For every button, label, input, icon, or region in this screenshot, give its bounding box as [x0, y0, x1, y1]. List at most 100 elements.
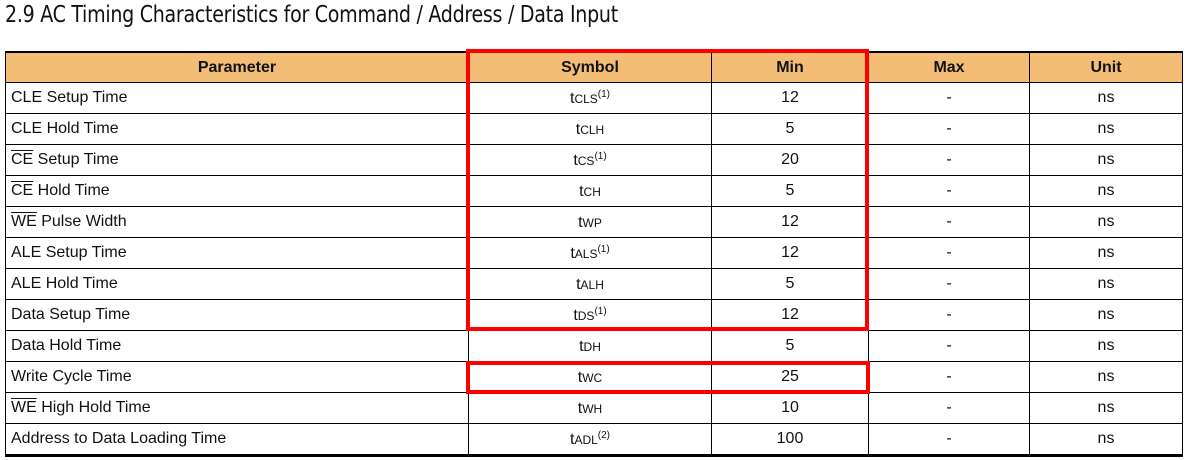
- highlight-box-write-cycle: [466, 361, 870, 394]
- unit-cell: ns: [1029, 206, 1183, 238]
- footnote-ref: (1): [594, 150, 607, 162]
- symbol-base: t: [576, 275, 581, 293]
- parameter-name: Data Setup Time: [11, 306, 131, 323]
- overline-signal: WE: [11, 399, 37, 416]
- symbol-cell: tWH: [468, 392, 712, 424]
- timing-table: Parameter Symbol Min Max Unit CLE Setup …: [5, 51, 1183, 457]
- parameter-cell: ALE Setup Time: [5, 237, 469, 269]
- footnote-ref: (1): [597, 243, 610, 255]
- parameter-cell: Write Cycle Time: [5, 361, 469, 393]
- symbol-subscript: ADL: [574, 432, 598, 447]
- parameter-name: CLE Hold Time: [11, 120, 119, 137]
- symbol-base: t: [578, 213, 583, 231]
- section-title: 2.9 AC Timing Characteristics for Comman…: [5, 2, 618, 28]
- unit-cell: ns: [1029, 175, 1183, 207]
- unit-cell: ns: [1029, 423, 1183, 457]
- table-row: WE High Hold Time tWH 10 - ns: [5, 392, 1183, 424]
- symbol-base: t: [569, 430, 575, 448]
- max-cell: -: [868, 423, 1030, 457]
- unit-cell: ns: [1029, 330, 1183, 362]
- parameter-name: ALE Hold Time: [11, 275, 118, 292]
- header-parameter: Parameter: [5, 51, 469, 83]
- unit-cell: ns: [1029, 361, 1183, 393]
- max-cell: -: [868, 237, 1030, 269]
- symbol-subscript: CLH: [580, 122, 605, 137]
- unit-cell: ns: [1029, 113, 1183, 145]
- parameter-cell: CE Setup Time: [5, 144, 469, 176]
- symbol-base: t: [575, 120, 581, 138]
- min-cell: 10: [711, 392, 869, 424]
- max-cell: -: [868, 175, 1030, 207]
- symbol-subscript: WP: [582, 215, 602, 230]
- max-cell: -: [868, 392, 1030, 424]
- parameter-cell: CLE Hold Time: [5, 113, 469, 145]
- min-cell: 12: [711, 299, 869, 331]
- min-cell: 12: [711, 237, 869, 269]
- unit-cell: ns: [1029, 299, 1183, 331]
- unit-cell: ns: [1029, 268, 1183, 300]
- max-cell: -: [868, 206, 1030, 238]
- parameter-cell: WE High Hold Time: [5, 392, 469, 424]
- max-cell: -: [868, 299, 1030, 331]
- symbol-cell: tDH: [468, 330, 712, 362]
- footnote-ref: (2): [597, 429, 611, 441]
- table-row: CLE Hold Time tCLH 5 - ns: [5, 113, 1183, 145]
- symbol-subscript: DH: [583, 339, 601, 354]
- footnote-ref: (1): [597, 88, 611, 100]
- parameter-cell: CE Hold Time: [5, 175, 469, 207]
- symbol-subscript: CS: [577, 153, 595, 168]
- parameter-name: ALE Setup Time: [11, 244, 127, 261]
- symbol-cell: tCH: [468, 175, 712, 207]
- parameter-name: Address to Data Loading Time: [11, 430, 227, 447]
- max-cell: -: [868, 113, 1030, 145]
- highlight-box-setup-params: [466, 49, 869, 331]
- table-header: Parameter Symbol Min Max Unit: [5, 51, 1183, 83]
- symbol-cell: tALH: [468, 268, 712, 300]
- symbol-base: t: [579, 182, 584, 200]
- symbol-cell: tCLS(1): [468, 82, 712, 114]
- max-cell: -: [868, 82, 1030, 114]
- symbol-subscript: CLS: [574, 91, 598, 106]
- unit-cell: ns: [1029, 237, 1183, 269]
- symbol-cell: tADL(2): [468, 423, 712, 457]
- table-row: Data Setup Time tDS(1) 12 - ns: [5, 299, 1183, 331]
- parameter-name: Hold Time: [33, 182, 110, 199]
- parameter-cell: Address to Data Loading Time: [5, 423, 469, 457]
- parameter-name: Data Hold Time: [11, 337, 122, 354]
- overline-signal: WE: [11, 213, 37, 230]
- parameter-name: CLE Setup Time: [11, 89, 128, 106]
- table-row: ALE Hold Time tALH 5 - ns: [5, 268, 1183, 300]
- max-cell: -: [868, 330, 1030, 362]
- parameter-name: Write Cycle Time: [11, 368, 132, 385]
- header-unit: Unit: [1029, 51, 1183, 83]
- min-cell: 5: [711, 330, 869, 362]
- min-cell: 5: [711, 268, 869, 300]
- parameter-name: High Hold Time: [36, 399, 151, 416]
- table-row: Data Hold Time tDH 5 - ns: [5, 330, 1183, 362]
- footnote-ref: (1): [594, 305, 607, 317]
- symbol-cell: tCLH: [468, 113, 712, 145]
- parameter-name: Pulse Width: [36, 213, 127, 230]
- symbol-subscript: ALH: [580, 277, 604, 292]
- max-cell: -: [868, 268, 1030, 300]
- symbol-base: t: [577, 399, 583, 417]
- max-cell: -: [868, 144, 1030, 176]
- parameter-cell: CLE Setup Time: [5, 82, 469, 114]
- table-row: ALE Setup Time tALS(1) 12 - ns: [5, 237, 1183, 269]
- symbol-cell: tALS(1): [468, 237, 712, 269]
- symbol-subscript: WH: [582, 401, 603, 416]
- symbol-base: t: [573, 151, 578, 169]
- symbol-cell: tCS(1): [468, 144, 712, 176]
- symbol-base: t: [577, 368, 583, 386]
- symbol-base: t: [570, 244, 575, 262]
- unit-cell: ns: [1029, 392, 1183, 424]
- max-cell: -: [868, 361, 1030, 393]
- table-row: CLE Setup Time tCLS(1) 12 - ns: [5, 82, 1183, 114]
- symbol-base: t: [579, 337, 584, 355]
- symbol-subscript: WC: [582, 370, 603, 385]
- symbol-base: t: [573, 306, 578, 324]
- overline-signal: CE: [11, 151, 34, 168]
- header-max: Max: [868, 51, 1030, 83]
- parameter-cell: Data Hold Time: [5, 330, 469, 362]
- parameter-cell: WE Pulse Width: [5, 206, 469, 238]
